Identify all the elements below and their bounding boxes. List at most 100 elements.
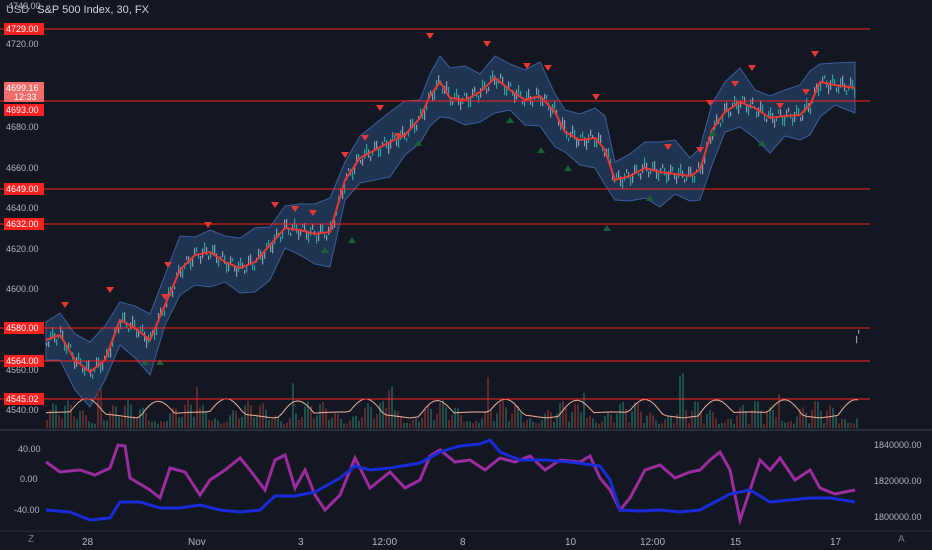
volume-bar xyxy=(346,423,348,428)
candle xyxy=(490,75,492,84)
candle xyxy=(380,148,382,157)
volume-bar xyxy=(817,401,819,428)
candle xyxy=(612,172,614,181)
candle xyxy=(484,81,486,90)
volume-bar xyxy=(316,414,318,428)
oscillator-right-axis[interactable]: 1840000.00 1820000.00 1800000.00 xyxy=(874,440,922,522)
candle xyxy=(308,232,310,243)
volume-bar xyxy=(217,420,219,428)
volume-bar xyxy=(808,423,810,428)
volume-bar xyxy=(265,409,267,428)
volume-bar xyxy=(436,413,438,428)
sell-marker-icon xyxy=(523,63,531,69)
candle xyxy=(628,172,630,179)
candle xyxy=(190,260,192,270)
time-label: 17 xyxy=(830,537,842,548)
candle xyxy=(114,326,116,334)
candle xyxy=(446,81,448,91)
volume-bar xyxy=(613,422,615,428)
candle xyxy=(162,311,164,316)
candle xyxy=(812,100,814,104)
volume-bar xyxy=(721,422,723,428)
candle xyxy=(592,134,594,139)
volume-bar xyxy=(475,420,477,428)
candle xyxy=(680,163,682,174)
timezone-toggle-button[interactable]: Z xyxy=(28,534,35,545)
volume-bar xyxy=(748,423,750,428)
candle xyxy=(798,108,800,116)
candle xyxy=(562,117,564,128)
candle xyxy=(396,140,398,147)
candle xyxy=(464,92,466,96)
candle xyxy=(118,326,120,334)
candle xyxy=(90,369,92,377)
candle xyxy=(740,100,742,108)
candle xyxy=(436,80,438,90)
volume-bar xyxy=(535,423,537,428)
volume-bar xyxy=(487,377,489,428)
buy-marker-icon xyxy=(603,225,611,231)
volume-bar xyxy=(619,404,621,428)
sell-marker-icon xyxy=(426,33,434,39)
symbol-title[interactable]: S&P 500 Index, 30, FX xyxy=(37,4,149,16)
osc-tick: 40.00 xyxy=(18,444,41,454)
candle xyxy=(236,267,238,277)
candle xyxy=(648,171,650,178)
candle xyxy=(786,109,788,118)
level-badge: 4729.00 xyxy=(6,24,39,34)
candle xyxy=(734,95,736,105)
time-axis[interactable]: 28 Nov 3 12:00 8 10 12:00 15 17 xyxy=(82,537,842,548)
candle xyxy=(728,109,730,118)
candle xyxy=(470,96,472,107)
volume-bar xyxy=(76,419,78,428)
volume-bar xyxy=(841,418,843,428)
auto-scale-button[interactable]: A xyxy=(898,534,905,545)
chart-header: USD S&P 500 Index, 30, FX xyxy=(6,4,149,16)
volume-bar xyxy=(433,420,435,428)
volume-bar xyxy=(172,407,174,428)
volume-bar xyxy=(538,423,540,428)
candle xyxy=(204,242,206,253)
candle xyxy=(858,329,860,334)
volume-bar xyxy=(256,415,258,428)
level-badge: 4545.02 xyxy=(6,394,39,404)
candle xyxy=(294,218,296,228)
oscillator-left-axis[interactable]: 40.00 0.00 -40.00 xyxy=(14,444,41,515)
candle xyxy=(776,116,778,122)
sell-marker-icon xyxy=(291,206,299,212)
candle xyxy=(216,253,218,264)
candle xyxy=(174,286,176,290)
candle xyxy=(852,79,854,90)
volume-bar xyxy=(274,415,276,428)
volume-bar xyxy=(157,423,159,428)
volume-bar xyxy=(733,423,735,428)
candle xyxy=(610,158,612,169)
volume-bar xyxy=(142,407,144,428)
sell-marker-icon xyxy=(271,202,279,208)
volume-bar xyxy=(856,418,858,428)
candle xyxy=(78,352,80,361)
volume-bar xyxy=(799,409,801,428)
volume-bar xyxy=(778,393,780,428)
sell-marker-icon xyxy=(748,65,756,71)
volume-bar xyxy=(466,421,468,428)
volume-bar xyxy=(838,423,840,428)
volume-bar xyxy=(250,405,252,428)
candle xyxy=(806,98,808,109)
candle xyxy=(150,331,152,337)
candle xyxy=(360,159,362,164)
volume-bar xyxy=(394,410,396,428)
volume-bar xyxy=(559,403,561,428)
volume-bar xyxy=(460,414,462,428)
candle xyxy=(720,122,722,127)
volume-bar xyxy=(343,423,345,428)
buy-marker-icon xyxy=(414,140,422,146)
candle xyxy=(212,245,214,254)
candle xyxy=(496,80,498,89)
price-axis[interactable]: 4740.00 4720.00 4680.00 4660.00 4640.00 … xyxy=(4,1,44,415)
candle xyxy=(596,138,598,148)
volume-bar xyxy=(481,418,483,428)
volume-bar xyxy=(409,423,411,428)
volume-bar xyxy=(451,414,453,428)
